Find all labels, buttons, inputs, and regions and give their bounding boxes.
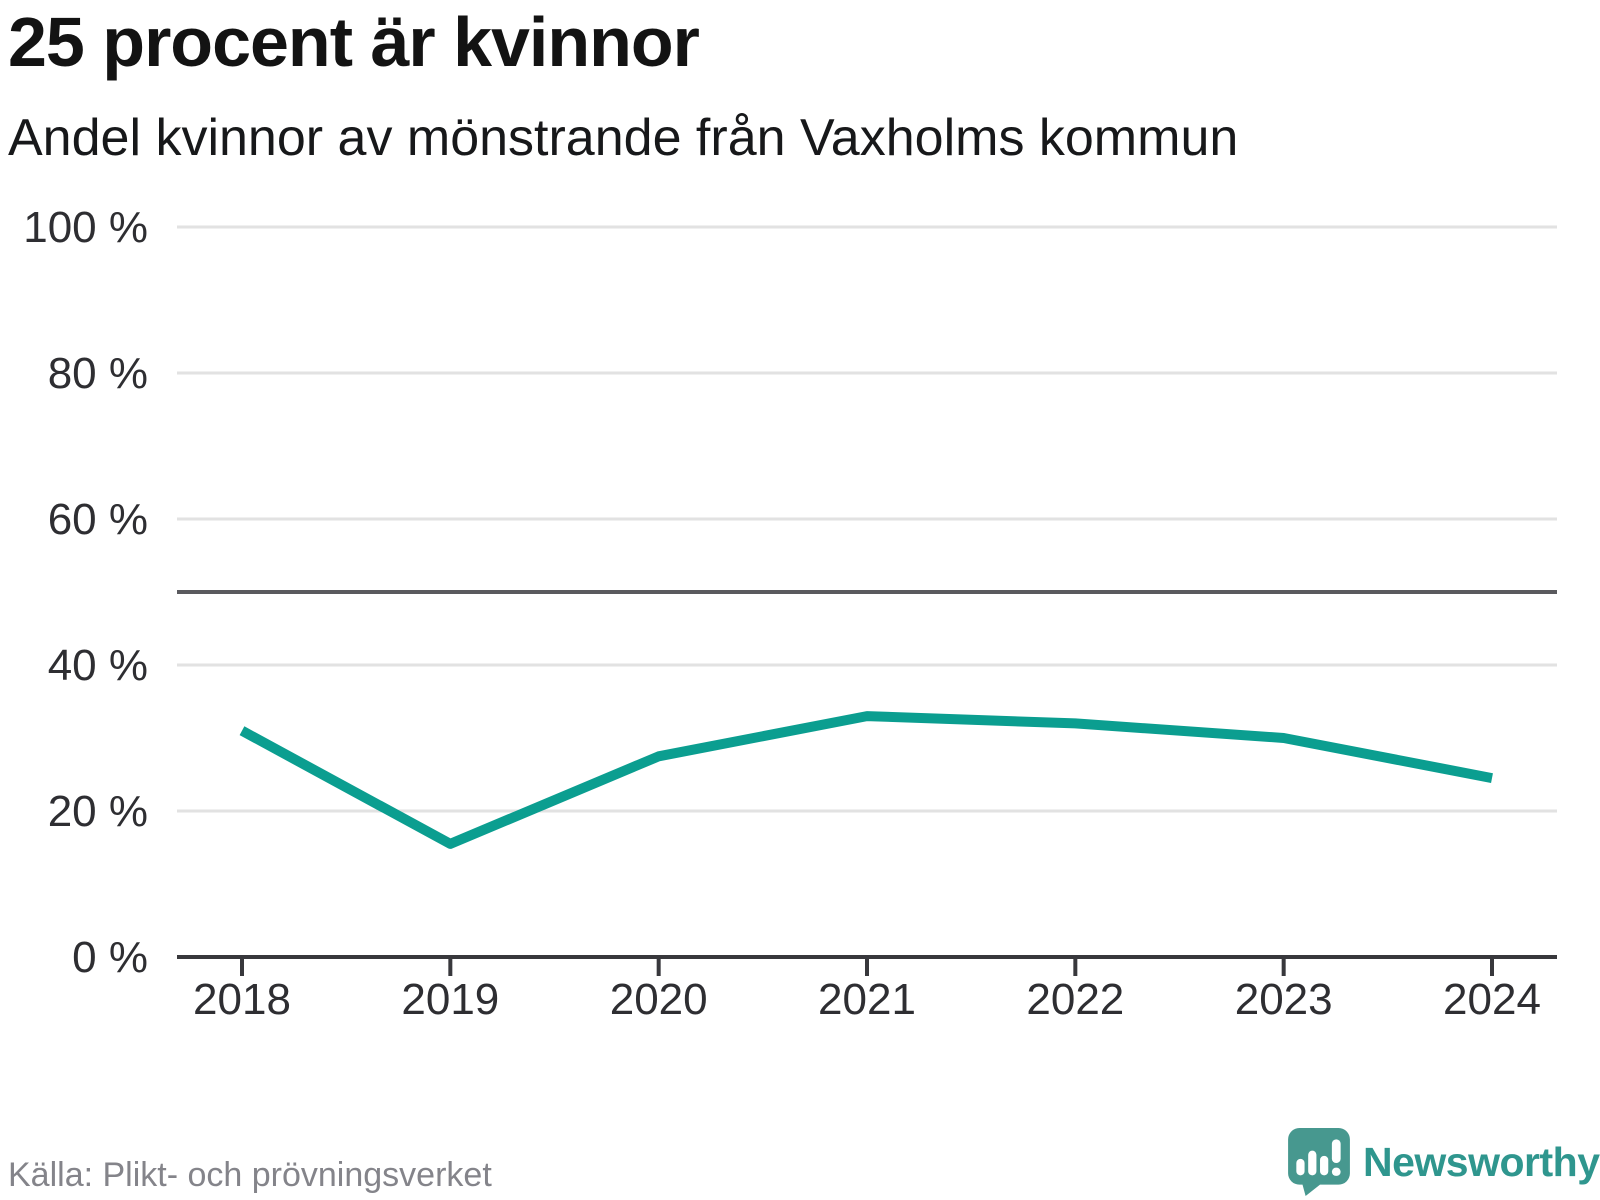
- logo-exclamation-dot: [1331, 1167, 1341, 1176]
- x-axis-tick-label: 2024: [1443, 975, 1541, 1024]
- x-axis-tick-label: 2021: [818, 975, 916, 1024]
- data-line: [239, 711, 1493, 849]
- source-note: Källa: Plikt- och prövningsverket: [8, 1156, 492, 1194]
- y-axis-tick-label: 0 %: [72, 933, 148, 982]
- x-axis-tick-label: 2020: [610, 975, 708, 1024]
- y-axis-tick-label: 100 %: [23, 203, 148, 252]
- chart-subtitle: Andel kvinnor av mönstrande från Vaxholm…: [8, 109, 1239, 167]
- x-axis-tick-label: 2022: [1026, 975, 1124, 1024]
- logo-bar-1: [1296, 1158, 1305, 1176]
- y-axis-tick-label: 60 %: [48, 495, 148, 544]
- newsworthy-logo-icon: [1288, 1128, 1350, 1196]
- logo-bar-3: [1320, 1155, 1329, 1176]
- y-axis-tick-label: 20 %: [48, 787, 148, 836]
- logo-exclamation-bar: [1331, 1139, 1341, 1164]
- brand-name: Newsworthy: [1363, 1138, 1600, 1185]
- x-axis-tick-label: 2019: [401, 975, 499, 1024]
- y-axis-tick-label: 80 %: [48, 349, 148, 398]
- chart-title: 25 procent är kvinnor: [8, 3, 700, 81]
- logo-bar-2: [1308, 1150, 1317, 1176]
- newsworthy-logo: Newsworthy: [1288, 1128, 1600, 1196]
- x-axis-tick-label: 2023: [1235, 975, 1333, 1024]
- x-axis-tick-label: 2018: [193, 975, 291, 1024]
- y-axis-tick-label: 40 %: [48, 641, 148, 690]
